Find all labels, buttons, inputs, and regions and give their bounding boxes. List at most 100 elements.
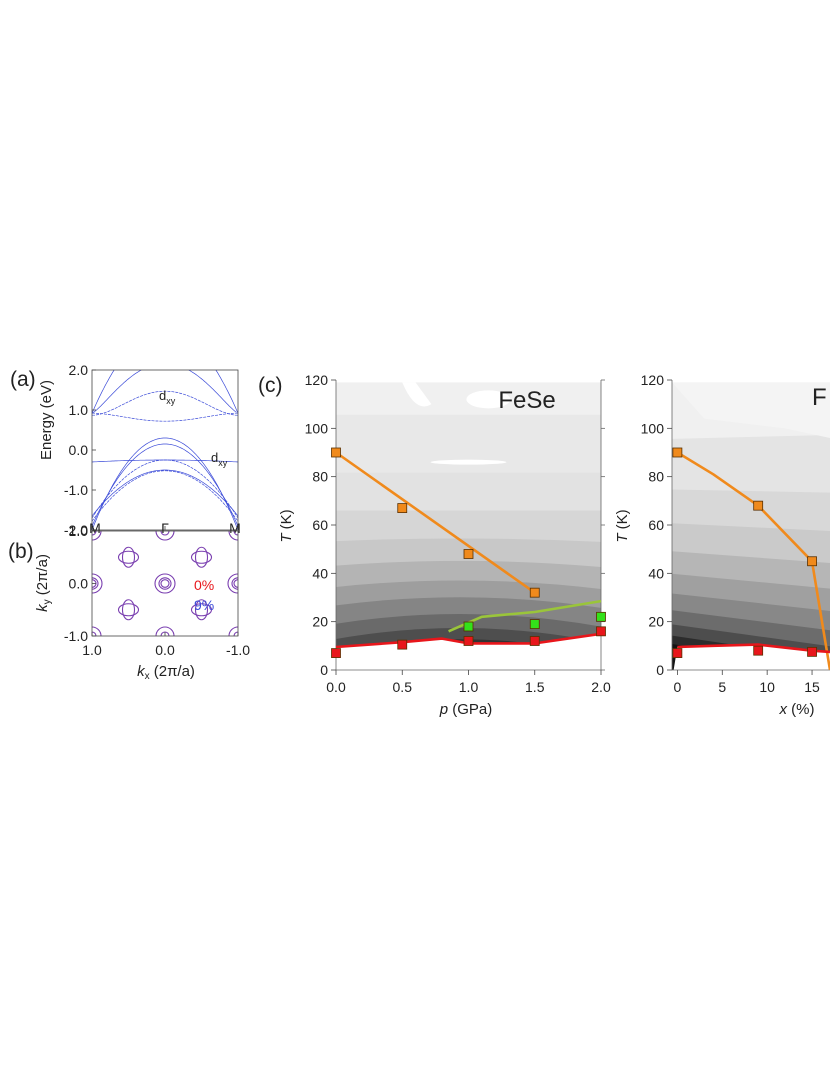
panel-b-frame [91, 530, 239, 637]
series-line [335, 632, 602, 649]
y-tick-label: 2.0 [69, 362, 89, 378]
y-tick-label: 0.0 [69, 576, 89, 592]
y-tick-label: -1.0 [64, 482, 88, 498]
contour-blob [355, 382, 432, 407]
panel-a-label: (a) [10, 368, 36, 391]
x-tick-label: 15 [804, 679, 820, 695]
band-line [92, 470, 238, 522]
electron-pocket-contour [190, 550, 213, 564]
y-tick-label: 20 [312, 614, 328, 630]
hole-pocket-contour [92, 577, 99, 590]
electron-pocket-contour [190, 603, 213, 617]
y-tick-label: 120 [305, 372, 329, 388]
data-point-marker [331, 447, 341, 458]
panel-d-axes: 0 20 40 60 80 100 120 0 5 10 15 [641, 372, 830, 695]
y-tick-label: 60 [648, 517, 664, 533]
y-tick-label: 20 [648, 614, 664, 630]
normal-state-region [673, 644, 830, 670]
band-structure-lines [92, 370, 238, 530]
hole-pocket-contour [92, 573, 103, 594]
data-point-marker [529, 636, 540, 646]
y-tick-label: 100 [641, 420, 665, 436]
y-tick-label: 60 [312, 517, 328, 533]
y-tick-label: 40 [312, 565, 328, 581]
y-tick-label: 120 [641, 372, 665, 388]
x-tick-label: 2.0 [591, 679, 611, 695]
contour-blob [430, 459, 507, 465]
x-tick-label: 1.0 [459, 679, 479, 695]
x-tick-label: M [229, 520, 241, 536]
legend-0pct: 0% [194, 577, 214, 593]
data-point-marker [463, 549, 474, 559]
fermi-surface-contours [92, 531, 238, 636]
x-tick-label: Γ [161, 520, 169, 536]
hole-pocket-contour [233, 579, 238, 588]
data-point-marker [529, 587, 540, 598]
hole-pocket-contour [227, 573, 238, 594]
band-line [92, 469, 238, 517]
panel-d-ylabel: T (K) [614, 509, 631, 542]
data-point-marker [397, 503, 408, 513]
band-line [92, 412, 238, 422]
y-tick-label: -2.0 [64, 522, 88, 538]
y-tick-label: 0 [656, 662, 664, 678]
x-tick-label: 0.0 [155, 642, 175, 658]
panel-a-ylabel: Energy (eV) [38, 380, 55, 460]
x-tick-label: 10 [759, 679, 775, 695]
band-line [92, 437, 238, 530]
panel-d-contour-background [672, 380, 830, 670]
series-line [677, 643, 830, 654]
y-tick-label: 40 [648, 565, 664, 581]
data-point-marker [672, 648, 683, 658]
hole-pocket-contour [160, 579, 170, 588]
x-tick-label: 1.0 [82, 642, 102, 658]
dxy-annotation-2: dxy [211, 450, 228, 468]
y-tick-label: 80 [312, 469, 328, 485]
x-tick-label: 0 [673, 679, 681, 695]
data-point-marker [596, 626, 606, 637]
panel-d-title: F [812, 384, 827, 411]
panel-c-ylabel: T (K) [278, 509, 295, 542]
y-tick-label: 1.0 [69, 523, 89, 539]
panel-d: 0 20 40 60 80 100 120 0 5 10 15 F T (K) x (%) [614, 372, 830, 718]
contour-blob [672, 382, 830, 438]
panel-a-yticks: 2.0 1.0 0.0 -1.0 -2.0 [64, 362, 96, 538]
top-margin [672, 380, 830, 383]
panel-c-xlabel: p (GPa) [439, 701, 493, 718]
band-line [92, 370, 237, 414]
panel-c-title: FeSe [498, 387, 555, 414]
band-line [92, 390, 238, 416]
band-line [92, 443, 238, 527]
y-tick-label: -1.0 [64, 628, 88, 644]
data-point-marker [331, 648, 341, 658]
x-tick-label: 0.0 [326, 679, 346, 695]
y-tick-label: 1.0 [69, 402, 89, 418]
panel-b-ylabel: ky (2π/a) [34, 554, 53, 612]
x-tick-label: 5 [718, 679, 726, 695]
hole-pocket-contour [231, 577, 238, 590]
x-tick-label: 0.5 [393, 679, 413, 695]
panel-b-label: (b) [8, 540, 34, 563]
panel-b-xticks: 1.0 0.0 -1.0 [82, 632, 250, 658]
electron-pocket-contour [121, 546, 136, 568]
x-tick-label: M [89, 520, 101, 536]
panel-b: (b) 1.0 0.0 -1.0 1.0 0.0 -1.0 ky (2π/a) kx (… [8, 523, 250, 682]
corner-pocket-contour [155, 531, 175, 541]
data-point-marker [807, 646, 817, 657]
x-tick-label: -1.0 [226, 642, 250, 658]
hole-pocket-contour [158, 577, 172, 590]
hole-pocket-contour [154, 573, 176, 594]
data-point-marker [529, 619, 540, 629]
data-point-marker [753, 645, 764, 656]
electron-pocket-contour [194, 599, 209, 621]
dxy-annotation-1: dxy [159, 388, 176, 406]
data-point-marker [672, 447, 683, 458]
electron-pocket-contour [194, 546, 209, 568]
panel-c-axes: 0 20 40 60 80 100 120 0.0 0.5 1.0 1.5 2.0 [305, 372, 611, 695]
data-point-marker [753, 500, 764, 511]
band-line [92, 459, 238, 463]
y-tick-label: 100 [305, 420, 329, 436]
panel-d-series [672, 447, 830, 670]
